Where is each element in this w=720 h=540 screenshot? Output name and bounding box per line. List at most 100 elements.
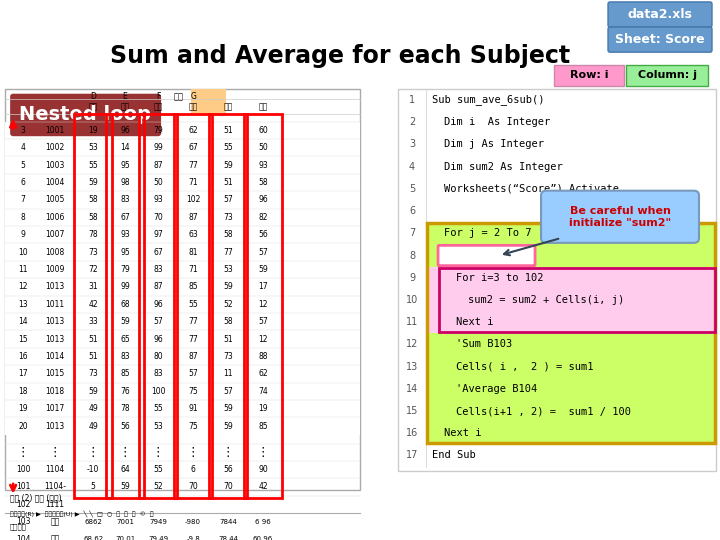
Text: Sheet: Score: Sheet: Score: [615, 33, 705, 46]
Text: 55: 55: [188, 300, 198, 309]
Text: 96: 96: [258, 195, 268, 205]
Text: For j = 2 To 7: For j = 2 To 7: [444, 228, 531, 238]
Text: 85: 85: [120, 369, 130, 379]
Text: 98: 98: [120, 178, 130, 187]
Text: 地理: 地理: [223, 103, 233, 112]
Text: 55: 55: [89, 161, 98, 170]
Text: 5: 5: [91, 482, 96, 491]
Text: 4: 4: [21, 143, 25, 152]
Text: 64: 64: [120, 465, 130, 474]
Text: 1002: 1002: [45, 143, 65, 152]
FancyBboxPatch shape: [5, 295, 360, 313]
Text: 57: 57: [188, 369, 198, 379]
Text: 'Sum B103: 'Sum B103: [456, 339, 513, 349]
Text: 71: 71: [188, 178, 198, 187]
FancyBboxPatch shape: [626, 65, 708, 86]
Text: 合計: 合計: [50, 517, 60, 526]
FancyBboxPatch shape: [5, 226, 360, 244]
Text: 11: 11: [406, 317, 418, 327]
Text: sum2 = 0: sum2 = 0: [456, 251, 506, 260]
Text: 83: 83: [120, 352, 130, 361]
Text: -10: -10: [87, 465, 99, 474]
Text: 10: 10: [18, 248, 28, 256]
Text: 73: 73: [223, 352, 233, 361]
Text: 6: 6: [191, 465, 196, 474]
Text: 60: 60: [258, 126, 268, 135]
Text: G: G: [190, 92, 196, 101]
Text: ⋮: ⋮: [87, 446, 99, 458]
Text: 国語: 国語: [89, 103, 98, 112]
Text: ⋮: ⋮: [49, 446, 61, 458]
Text: 102: 102: [16, 500, 30, 509]
Text: 42: 42: [258, 482, 268, 491]
Text: E: E: [122, 92, 127, 101]
Text: 13: 13: [406, 362, 418, 372]
Text: 100: 100: [16, 465, 30, 474]
Text: 31: 31: [89, 282, 98, 292]
Text: 87: 87: [153, 161, 163, 170]
Text: 49: 49: [89, 422, 98, 430]
Text: 11: 11: [223, 369, 233, 379]
Text: コマンド: コマンド: [10, 523, 27, 530]
Text: 51: 51: [223, 126, 233, 135]
Text: 成績: 成績: [120, 103, 130, 112]
Text: 14: 14: [406, 384, 418, 394]
Text: 83: 83: [120, 195, 130, 205]
Text: 50: 50: [258, 143, 268, 152]
Text: 76: 76: [120, 387, 130, 396]
Text: 78.44: 78.44: [218, 536, 238, 540]
Text: 1015: 1015: [45, 369, 65, 379]
Text: 15: 15: [406, 406, 418, 416]
FancyBboxPatch shape: [5, 261, 360, 278]
Text: 58: 58: [223, 317, 233, 326]
Text: 53: 53: [153, 422, 163, 430]
FancyBboxPatch shape: [5, 139, 360, 157]
Text: Nested loop: Nested loop: [19, 105, 151, 124]
Text: 1104: 1104: [45, 465, 65, 474]
Text: 59: 59: [120, 482, 130, 491]
Text: 96: 96: [153, 335, 163, 343]
Text: 17: 17: [18, 369, 28, 379]
Text: Next i: Next i: [444, 428, 482, 438]
FancyBboxPatch shape: [5, 382, 360, 400]
Text: 53: 53: [223, 265, 233, 274]
Text: ⋮: ⋮: [152, 446, 164, 458]
Text: Dim i  As Integer: Dim i As Integer: [444, 117, 550, 127]
Text: 79: 79: [153, 126, 163, 135]
Text: 87: 87: [153, 282, 163, 292]
Text: 7844: 7844: [219, 518, 237, 525]
Text: 65: 65: [120, 335, 130, 343]
Text: 77: 77: [188, 161, 198, 170]
Text: 15: 15: [18, 335, 28, 343]
Text: 75: 75: [188, 422, 198, 430]
Text: 52: 52: [223, 300, 233, 309]
Text: 1011: 1011: [45, 300, 65, 309]
Text: 67: 67: [120, 213, 130, 222]
Text: 58: 58: [89, 213, 98, 222]
Text: 16: 16: [406, 428, 418, 438]
FancyBboxPatch shape: [5, 191, 360, 208]
Text: 59: 59: [120, 317, 130, 326]
Text: 42: 42: [89, 300, 98, 309]
Text: Column: j: Column: j: [637, 70, 696, 80]
Text: 18: 18: [19, 387, 28, 396]
Text: 1007: 1007: [45, 230, 65, 239]
Text: 51: 51: [223, 335, 233, 343]
Text: 62: 62: [188, 126, 198, 135]
Text: sum2 = sum2 + Cells(i, j): sum2 = sum2 + Cells(i, j): [468, 295, 624, 305]
Text: 68: 68: [120, 300, 130, 309]
FancyBboxPatch shape: [5, 348, 360, 365]
Text: ⋮: ⋮: [187, 446, 199, 458]
Text: 19: 19: [89, 126, 98, 135]
Text: 85: 85: [188, 282, 198, 292]
Text: 7: 7: [21, 195, 25, 205]
Text: 59: 59: [89, 178, 98, 187]
Text: 5: 5: [21, 161, 25, 170]
Text: 58: 58: [89, 195, 98, 205]
Text: 17: 17: [406, 450, 418, 461]
Text: 1003: 1003: [45, 161, 65, 170]
Text: 70: 70: [188, 482, 198, 491]
Text: 95: 95: [120, 248, 130, 256]
Text: 理科: 理科: [258, 103, 268, 112]
Text: 56: 56: [120, 422, 130, 430]
